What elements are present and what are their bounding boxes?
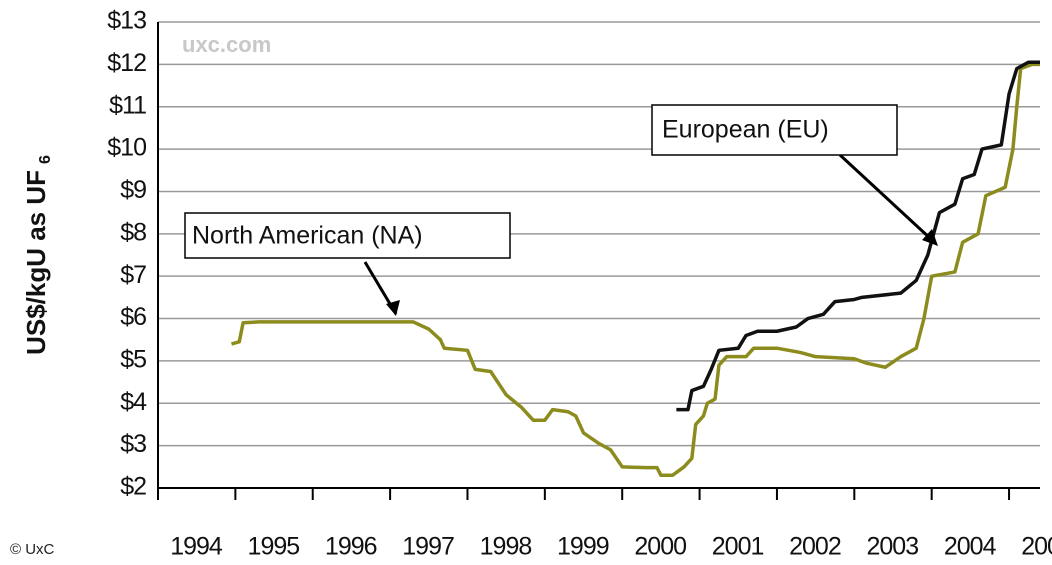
- y-tick-label: $8: [120, 218, 146, 246]
- annotation: North American (NA): [192, 222, 423, 250]
- y-tick-label: $11: [109, 91, 146, 119]
- x-tick-label: 2003: [867, 533, 919, 561]
- y-axis-label: US$/kgU as UF6: [21, 155, 54, 355]
- y-tick-label: $12: [107, 49, 146, 77]
- y-tick-label: $3: [120, 430, 146, 458]
- y-tick-label: $2: [120, 473, 146, 501]
- annotation-arrow: [838, 153, 934, 242]
- y-tick-label: $5: [120, 346, 146, 374]
- series-line: [231, 62, 1040, 478]
- y-tick-label: $9: [120, 176, 146, 204]
- x-tick-label: 2000: [634, 533, 686, 561]
- y-tick-label: $6: [120, 303, 146, 331]
- y-tick-label: $13: [107, 7, 146, 35]
- y-tick-label: $7: [120, 261, 146, 289]
- annotation-box: [651, 104, 898, 156]
- copyright: © UxC: [10, 541, 55, 558]
- x-tick-label: 1994: [170, 533, 223, 561]
- x-tick-label: 1998: [480, 533, 532, 561]
- annotation-arrow-head: [922, 229, 938, 246]
- watermark: uxc.com: [182, 32, 271, 57]
- annotation-arrow-head: [386, 300, 400, 316]
- x-tick-label: 1999: [557, 533, 609, 561]
- series-line: [676, 60, 1040, 412]
- y-tick-label: $10: [107, 134, 146, 162]
- x-tick-label: 1997: [402, 533, 454, 561]
- x-tick-label: 2005: [1021, 533, 1052, 561]
- x-tick-label: 2001: [712, 533, 764, 561]
- annotation-box: [184, 212, 511, 259]
- x-tick-label: 2004: [944, 533, 997, 561]
- x-tick-label: 1995: [248, 533, 300, 561]
- annotation: European (EU): [662, 116, 829, 144]
- y-tick-label: $4: [120, 388, 147, 416]
- x-tick-label: 1996: [325, 533, 377, 561]
- x-tick-label: 2002: [789, 533, 841, 561]
